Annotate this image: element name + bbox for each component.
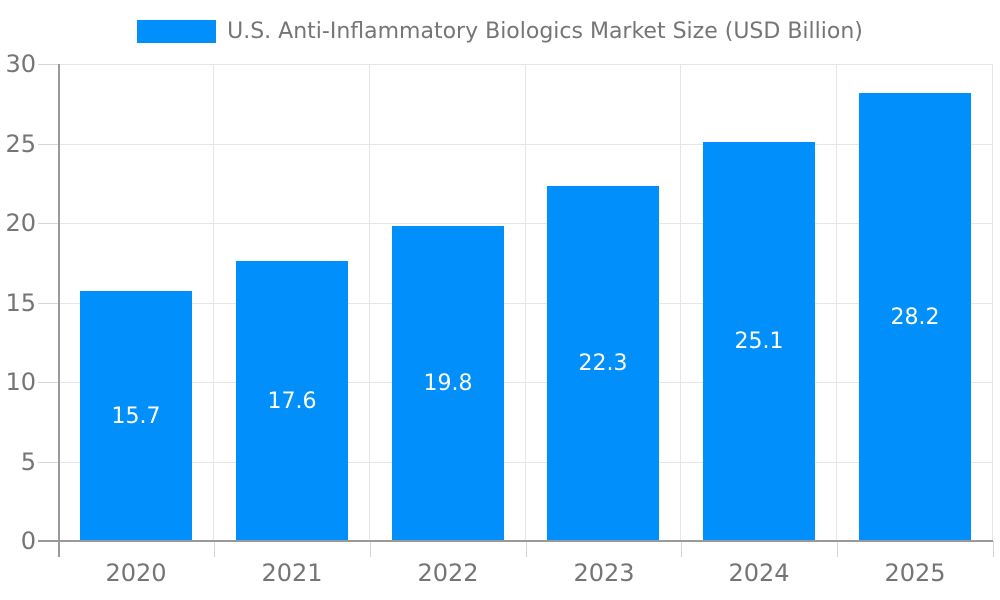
bar-value-label: 28.2: [890, 304, 940, 330]
y-axis-label: 0: [20, 527, 36, 555]
bar: 15.7: [80, 291, 192, 541]
legend-swatch: [137, 20, 217, 43]
x-axis-tick: [837, 541, 838, 557]
x-axis-label: 2025: [884, 559, 946, 587]
bar: 28.2: [859, 93, 971, 541]
y-axis-tick: [38, 64, 58, 65]
y-axis-label: 25: [5, 130, 36, 158]
x-axis-label: 2021: [261, 559, 323, 587]
bar: 22.3: [547, 186, 659, 541]
x-axis-label: 2024: [728, 559, 790, 587]
bar-value-label: 22.3: [578, 351, 628, 376]
gridline-vertical: [525, 64, 526, 541]
bar-value-label: 17.6: [267, 388, 317, 414]
x-axis-tick: [526, 541, 527, 557]
chart-title: U.S. Anti-Inflammatory Biologics Market …: [227, 19, 863, 44]
bar-value-label: 15.7: [111, 403, 161, 429]
bar-value-label: 25.1: [734, 329, 784, 354]
bar: 25.1: [703, 142, 815, 541]
gridline-vertical: [680, 64, 681, 541]
y-axis-tick: [38, 223, 58, 224]
y-axis-label: 30: [5, 50, 36, 78]
x-axis-tick: [681, 541, 682, 557]
y-axis-label: 20: [5, 209, 36, 237]
x-axis-tick: [993, 541, 994, 557]
x-axis-label: 2020: [105, 559, 167, 587]
y-axis-line: [58, 64, 60, 557]
bar: 19.8: [392, 226, 504, 541]
x-axis-tick: [370, 541, 371, 557]
x-axis-line: [38, 540, 993, 542]
y-axis-tick: [38, 144, 58, 145]
y-axis-tick: [38, 462, 58, 463]
bar: 17.6: [236, 261, 348, 541]
x-axis-label: 2023: [573, 559, 635, 587]
plot-area: 15.7 17.6 19.8 22.3 25.1 28.2: [58, 64, 993, 541]
x-axis-tick: [214, 541, 215, 557]
y-axis-tick: [38, 303, 58, 304]
x-axis-label: 2022: [417, 559, 479, 587]
y-axis-label: 10: [5, 368, 36, 396]
gridline-vertical: [369, 64, 370, 541]
chart-legend: U.S. Anti-Inflammatory Biologics Market …: [0, 19, 1000, 44]
bar-value-label: 19.8: [423, 371, 473, 396]
y-axis-label: 15: [5, 289, 36, 317]
y-axis-tick: [38, 382, 58, 383]
gridline-vertical: [992, 64, 993, 541]
gridline-vertical: [836, 64, 837, 541]
y-axis-label: 5: [20, 448, 36, 476]
gridline-vertical: [213, 64, 214, 541]
